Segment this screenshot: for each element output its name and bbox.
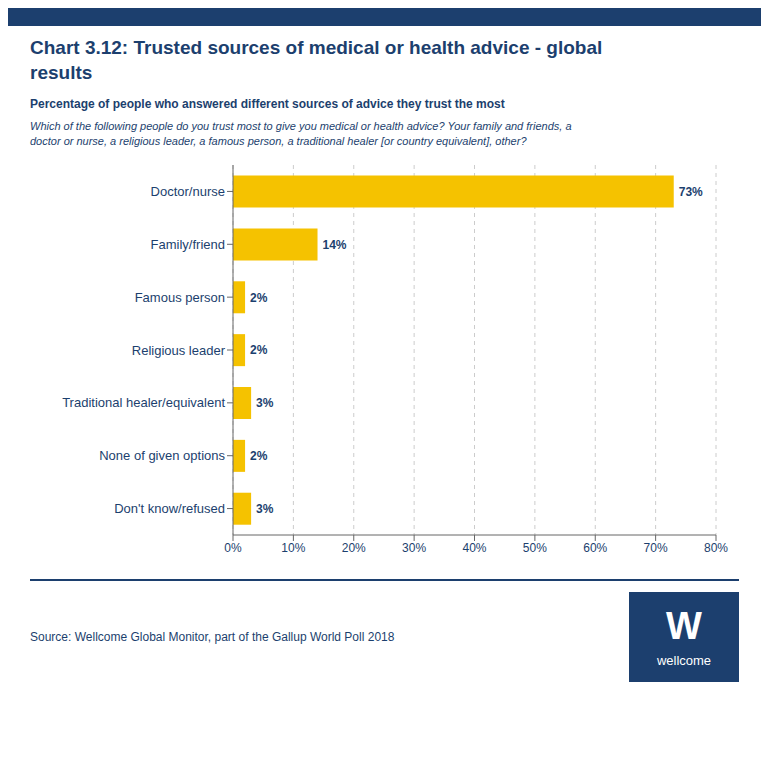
svg-text:50%: 50% — [523, 541, 547, 555]
svg-text:14%: 14% — [323, 238, 347, 252]
svg-text:Doctor/nurse: Doctor/nurse — [151, 184, 225, 199]
svg-text:60%: 60% — [583, 541, 607, 555]
svg-text:2%: 2% — [250, 343, 268, 357]
html-text:wellcome: wellcome — [656, 652, 712, 668]
html-text:W: W — [666, 604, 702, 647]
svg-text:Religious leader: Religious leader — [132, 343, 226, 358]
svg-text:Family/friend: Family/friend — [151, 237, 225, 252]
svg-text:3%: 3% — [256, 502, 274, 516]
svg-text:None of given options: None of given options — [99, 448, 225, 463]
svg-text:Don't know/refused: Don't know/refused — [114, 501, 225, 516]
svg-text:2%: 2% — [250, 291, 268, 305]
html-text:Percentage of people who answe: Percentage of people who answered differ… — [30, 97, 505, 112]
html-text:Source: Wellcome Global Monito: Source: Wellcome Global Monitor, part of… — [30, 630, 395, 645]
svg-text:40%: 40% — [462, 541, 486, 555]
svg-text:Traditional healer/equivalent: Traditional healer/equivalent — [62, 396, 225, 411]
html-text:Which of the following people: Which of the following people do you tru… — [30, 120, 572, 148]
svg-text:Famous person: Famous person — [135, 290, 225, 305]
svg-text:73%: 73% — [679, 185, 703, 199]
svg-text:3%: 3% — [256, 396, 274, 410]
svg-text:20%: 20% — [342, 541, 366, 555]
svg-text:0%: 0% — [224, 541, 242, 555]
svg-text:2%: 2% — [250, 449, 268, 463]
html-text:Chart 3.12: Trusted sources of: Chart 3.12: Trusted sources of medical o… — [30, 37, 603, 83]
svg-text:30%: 30% — [402, 541, 426, 555]
svg-text:10%: 10% — [281, 541, 305, 555]
svg-text:80%: 80% — [704, 541, 728, 555]
svg-text:70%: 70% — [644, 541, 668, 555]
